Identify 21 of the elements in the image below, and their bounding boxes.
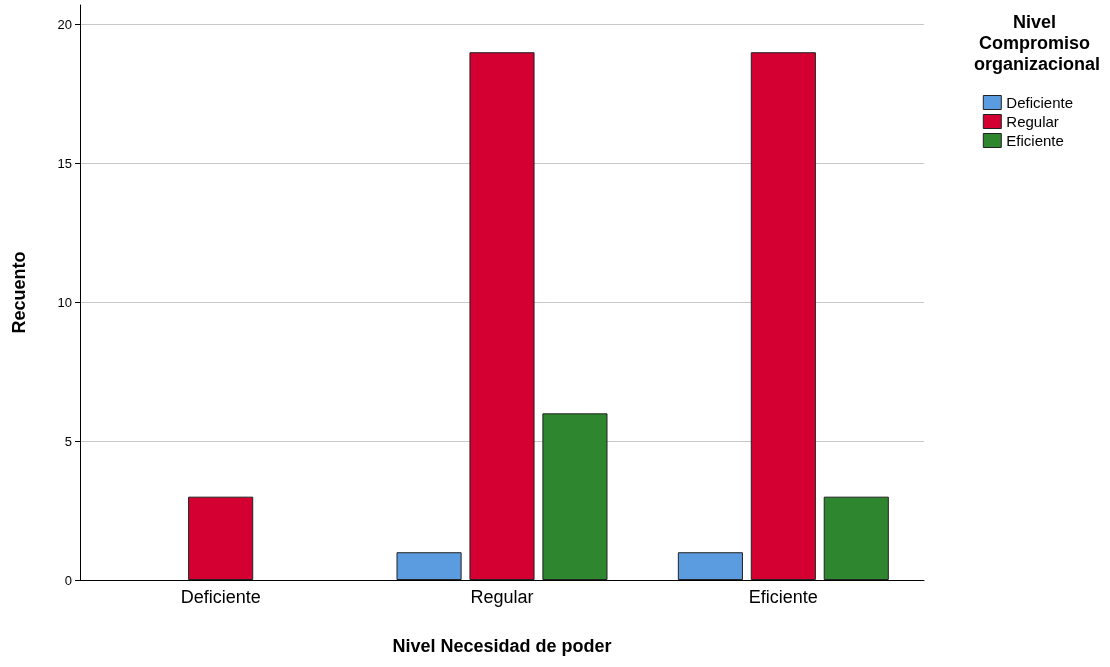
y-tick-label: 20 [57,16,72,32]
y-tick-label: 10 [57,294,72,310]
bar [677,552,743,580]
legend-label: Eficiente [1006,132,1064,149]
bar [469,52,535,580]
bar [542,413,608,580]
y-tick-label: 5 [64,433,72,449]
legend-label: Deficiente [1006,94,1073,111]
y-tick-label: 15 [57,155,72,171]
x-tick-label: Deficiente [180,587,261,607]
x-axis-title: Nivel Necesidad de poder [392,636,612,656]
legend-title: Nivel Compromiso organizacional [973,11,1101,74]
y-axis-title: Recuento [9,251,29,334]
bar [188,496,254,580]
y-tick-label: 0 [64,572,72,588]
bar [750,52,816,580]
x-tick-label: Eficiente [748,587,818,607]
bar [396,552,462,580]
legend-label: Regular [1006,113,1059,130]
x-tick-label: Regular [470,587,534,607]
bar [823,496,889,580]
